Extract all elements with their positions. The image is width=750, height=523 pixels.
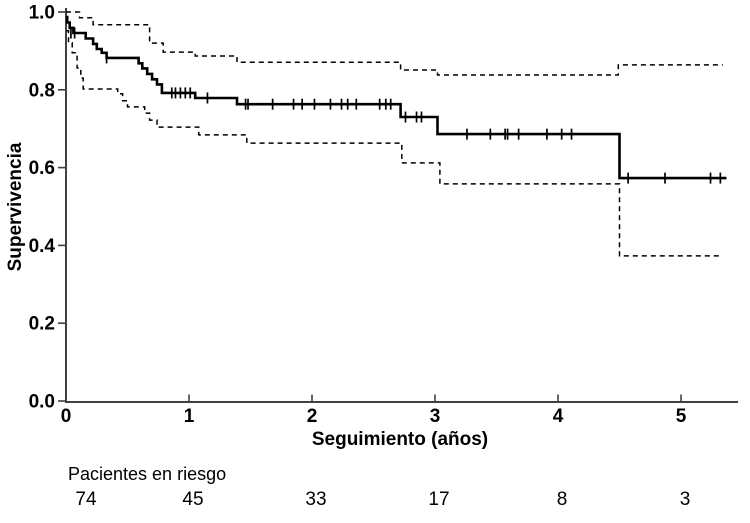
x-tick-label: 1 xyxy=(184,406,195,427)
x-tick-label: 3 xyxy=(430,406,441,427)
censor-marks xyxy=(70,27,722,184)
axes xyxy=(65,8,738,403)
y-tick-label: 0.6 xyxy=(29,158,55,179)
ci-step-line-ic-inferior xyxy=(66,29,723,257)
tick-marks xyxy=(58,11,682,402)
x-axis-title: Seguimiento (años) xyxy=(312,429,488,450)
risk-table-counts: 74 45 33 17 8 3 xyxy=(75,489,690,510)
km-step-line xyxy=(65,15,727,180)
confidence-interval-lines xyxy=(66,11,723,257)
y-tick-label: 0.8 xyxy=(29,80,55,101)
risk-count: 74 xyxy=(75,489,97,510)
ci-step-line-ic-superior xyxy=(66,11,723,76)
x-tick-label: 2 xyxy=(307,406,318,427)
y-tick-label: 0.4 xyxy=(29,236,56,257)
risk-count: 8 xyxy=(557,489,568,510)
y-tick-label: 0.0 xyxy=(29,392,55,413)
y-tick-label: 1.0 xyxy=(29,3,55,24)
risk-table-label: Pacientes en riesgo xyxy=(68,464,226,484)
risk-count: 33 xyxy=(305,489,326,510)
risk-count: 3 xyxy=(680,489,691,510)
risk-count: 17 xyxy=(428,489,449,510)
y-axis-title: Supervivencia xyxy=(5,142,26,271)
x-tick-label: 5 xyxy=(676,406,687,427)
x-tick-label: 4 xyxy=(553,406,564,427)
survival-curve xyxy=(65,15,727,180)
tick-labels: 1.0 0.8 0.6 0.4 0.2 0.0 0 1 2 3 4 5 xyxy=(29,3,687,428)
x-tick-label: 0 xyxy=(61,406,72,427)
risk-count: 45 xyxy=(182,489,203,510)
y-tick-label: 0.2 xyxy=(29,314,55,335)
